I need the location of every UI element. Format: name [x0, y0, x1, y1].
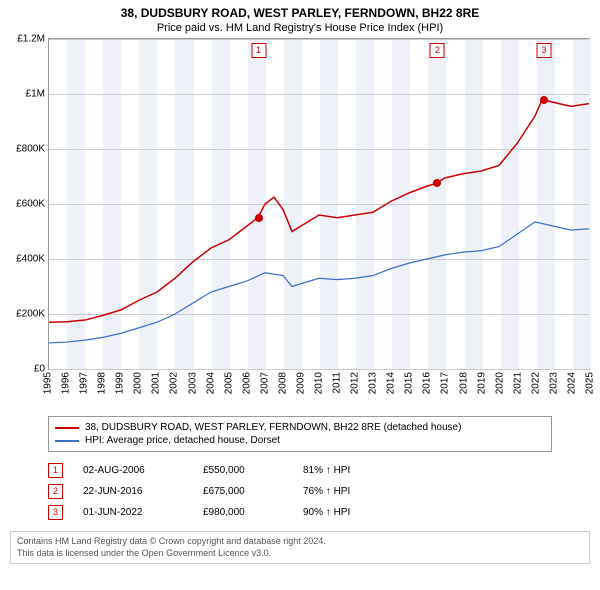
x-tick-label: 2024 — [566, 372, 577, 394]
x-tick-label: 2022 — [530, 372, 541, 394]
sales-table: 1 02-AUG-2006 £550,000 81% ↑ HPI 2 22-JUN-201… — [48, 460, 552, 523]
x-tick-label: 2001 — [151, 372, 162, 394]
series-line — [49, 222, 589, 343]
x-tick-label: 1995 — [43, 372, 54, 394]
x-tick-label: 1997 — [79, 372, 90, 394]
sale-marker-box: 3 — [537, 43, 552, 58]
sale-date: 01-JUN-2022 — [83, 507, 183, 518]
x-tick-label: 2008 — [277, 372, 288, 394]
sale-hpi: 76% ↑ HPI — [303, 486, 383, 497]
legend-swatch — [55, 440, 79, 442]
sale-row: 2 22-JUN-2016 £675,000 76% ↑ HPI — [48, 481, 552, 502]
x-tick-label: 2006 — [241, 372, 252, 394]
x-tick-label: 1998 — [97, 372, 108, 394]
x-tick-label: 2020 — [494, 372, 505, 394]
disclaimer-line: Contains HM Land Registry data © Crown c… — [17, 536, 583, 548]
sale-price: £980,000 — [203, 507, 283, 518]
x-tick-label: 2025 — [585, 372, 596, 394]
x-tick-label: 2003 — [187, 372, 198, 394]
x-tick-label: 2018 — [458, 372, 469, 394]
sale-price: £550,000 — [203, 465, 283, 476]
x-tick-label: 2017 — [440, 372, 451, 394]
sale-row-marker: 1 — [48, 463, 63, 478]
x-tick-label: 2014 — [386, 372, 397, 394]
sale-marker-dot — [255, 214, 263, 222]
x-axis-labels: 1995199619971998199920002001200220032004… — [48, 370, 590, 410]
x-tick-label: 2013 — [368, 372, 379, 394]
chart-subtitle: Price paid vs. HM Land Registry's House … — [0, 20, 600, 38]
sale-date: 02-AUG-2006 — [83, 465, 183, 476]
legend-swatch — [55, 427, 79, 429]
x-tick-label: 1999 — [115, 372, 126, 394]
sale-row-marker: 2 — [48, 484, 63, 499]
sale-date: 22-JUN-2016 — [83, 486, 183, 497]
x-tick-label: 2015 — [404, 372, 415, 394]
sale-marker-box: 2 — [430, 43, 445, 58]
disclaimer-line: This data is licensed under the Open Gov… — [17, 548, 583, 560]
x-tick-label: 2002 — [169, 372, 180, 394]
y-tick-label: £600K — [16, 199, 45, 210]
x-tick-label: 2011 — [332, 372, 343, 394]
x-tick-label: 2009 — [295, 372, 306, 394]
x-tick-label: 2004 — [205, 372, 216, 394]
x-tick-label: 2005 — [223, 372, 234, 394]
chart-plot-area: £0£200K£400K£600K£800K£1M£1.2M123 — [48, 38, 590, 370]
legend-box: 38, DUDSBURY ROAD, WEST PARLEY, FERNDOWN… — [48, 416, 552, 452]
x-tick-label: 2021 — [512, 372, 523, 394]
legend-label: 38, DUDSBURY ROAD, WEST PARLEY, FERNDOWN… — [85, 422, 461, 433]
sale-hpi: 81% ↑ HPI — [303, 465, 383, 476]
y-tick-label: £1M — [26, 89, 45, 100]
sale-marker-box: 1 — [251, 43, 266, 58]
legend-item: 38, DUDSBURY ROAD, WEST PARLEY, FERNDOWN… — [55, 421, 545, 434]
sale-row: 3 01-JUN-2022 £980,000 90% ↑ HPI — [48, 502, 552, 523]
sale-row: 1 02-AUG-2006 £550,000 81% ↑ HPI — [48, 460, 552, 481]
x-tick-label: 2012 — [350, 372, 361, 394]
x-tick-label: 2010 — [314, 372, 325, 394]
legend-label: HPI: Average price, detached house, Dors… — [85, 435, 280, 446]
x-tick-label: 2019 — [476, 372, 487, 394]
y-tick-label: £800K — [16, 144, 45, 155]
x-tick-label: 2023 — [548, 372, 559, 394]
y-tick-label: £400K — [16, 254, 45, 265]
y-tick-label: £200K — [16, 309, 45, 320]
x-tick-label: 2000 — [133, 372, 144, 394]
sale-row-marker: 3 — [48, 505, 63, 520]
line-layer — [49, 39, 589, 369]
sale-hpi: 90% ↑ HPI — [303, 507, 383, 518]
chart-title: 38, DUDSBURY ROAD, WEST PARLEY, FERNDOWN… — [0, 0, 600, 20]
x-tick-label: 1996 — [61, 372, 72, 394]
series-line — [49, 100, 589, 323]
y-tick-label: £1.2M — [17, 34, 45, 45]
sale-marker-dot — [433, 179, 441, 187]
legend-item: HPI: Average price, detached house, Dors… — [55, 434, 545, 447]
sale-marker-dot — [540, 96, 548, 104]
sale-price: £675,000 — [203, 486, 283, 497]
chart-container: 38, DUDSBURY ROAD, WEST PARLEY, FERNDOWN… — [0, 0, 600, 590]
x-tick-label: 2007 — [259, 372, 270, 394]
disclaimer-box: Contains HM Land Registry data © Crown c… — [10, 531, 590, 564]
x-tick-label: 2016 — [422, 372, 433, 394]
